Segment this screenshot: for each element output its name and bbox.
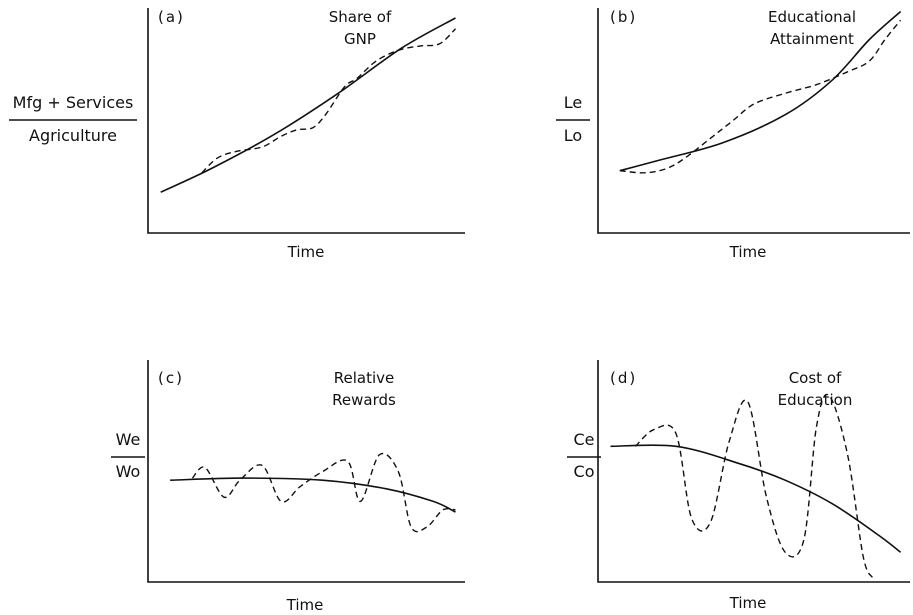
solid-series-line-a — [160, 17, 456, 193]
chart-panel-a: (a) Share of GNP Mfg + Services Agriculture T… — [9, 8, 465, 261]
chart-title-c-line-2: Rewards — [332, 391, 396, 409]
y-label-denominator-c: Wo — [116, 462, 141, 481]
chart-title-b-line-1: Educational — [768, 8, 856, 26]
y-label-denominator-d: Co — [574, 462, 595, 481]
chart-panel-d: (d) Cost of Education Ce Co Time — [567, 360, 910, 612]
panel-label-d: (d) — [610, 369, 637, 387]
chart-title-b-line-2: Attainment — [770, 30, 854, 48]
dashed-series-line-b — [619, 19, 902, 174]
axes-panel-d — [597, 360, 910, 583]
axes-panel-b — [597, 8, 910, 234]
y-label-numerator-d: Ce — [573, 430, 594, 449]
axes-panel-a — [147, 8, 465, 234]
dashed-series-line-a — [201, 28, 456, 174]
chart-title-a-line-1: Share of — [329, 8, 392, 26]
panel-label-b: (b) — [610, 8, 637, 26]
solid-series-line-b — [619, 10, 902, 172]
axes-panel-c — [147, 360, 465, 583]
y-label-denominator-b: Lo — [564, 126, 582, 145]
chart-panel-b: (b) Educational Attainment Le Lo Time — [556, 8, 910, 261]
y-label-numerator-c: We — [116, 430, 141, 449]
x-label-d: Time — [729, 594, 767, 612]
y-label-numerator-b: Le — [564, 93, 582, 112]
y-label-denominator-a: Agriculture — [29, 126, 117, 145]
x-label-a: Time — [287, 243, 325, 261]
solid-series-line-c — [170, 477, 456, 513]
dashed-series-line-d — [634, 393, 874, 579]
x-label-c: Time — [286, 596, 324, 614]
chart-panel-c: (c) Relative Rewards We Wo Time — [111, 360, 465, 614]
y-label-numerator-a: Mfg + Services — [13, 93, 134, 112]
chart-title-a-line-2: GNP — [344, 30, 376, 48]
x-label-b: Time — [729, 243, 767, 261]
solid-series-line-d — [610, 444, 902, 553]
panel-label-c: (c) — [158, 369, 184, 387]
chart-title-d-line-1: Cost of — [789, 369, 842, 387]
dashed-series-line-c — [191, 452, 456, 533]
panel-label-a: (a) — [158, 8, 185, 26]
chart-title-c-line-1: Relative — [334, 369, 395, 387]
chart-title-d-line-2: Education — [778, 391, 853, 409]
